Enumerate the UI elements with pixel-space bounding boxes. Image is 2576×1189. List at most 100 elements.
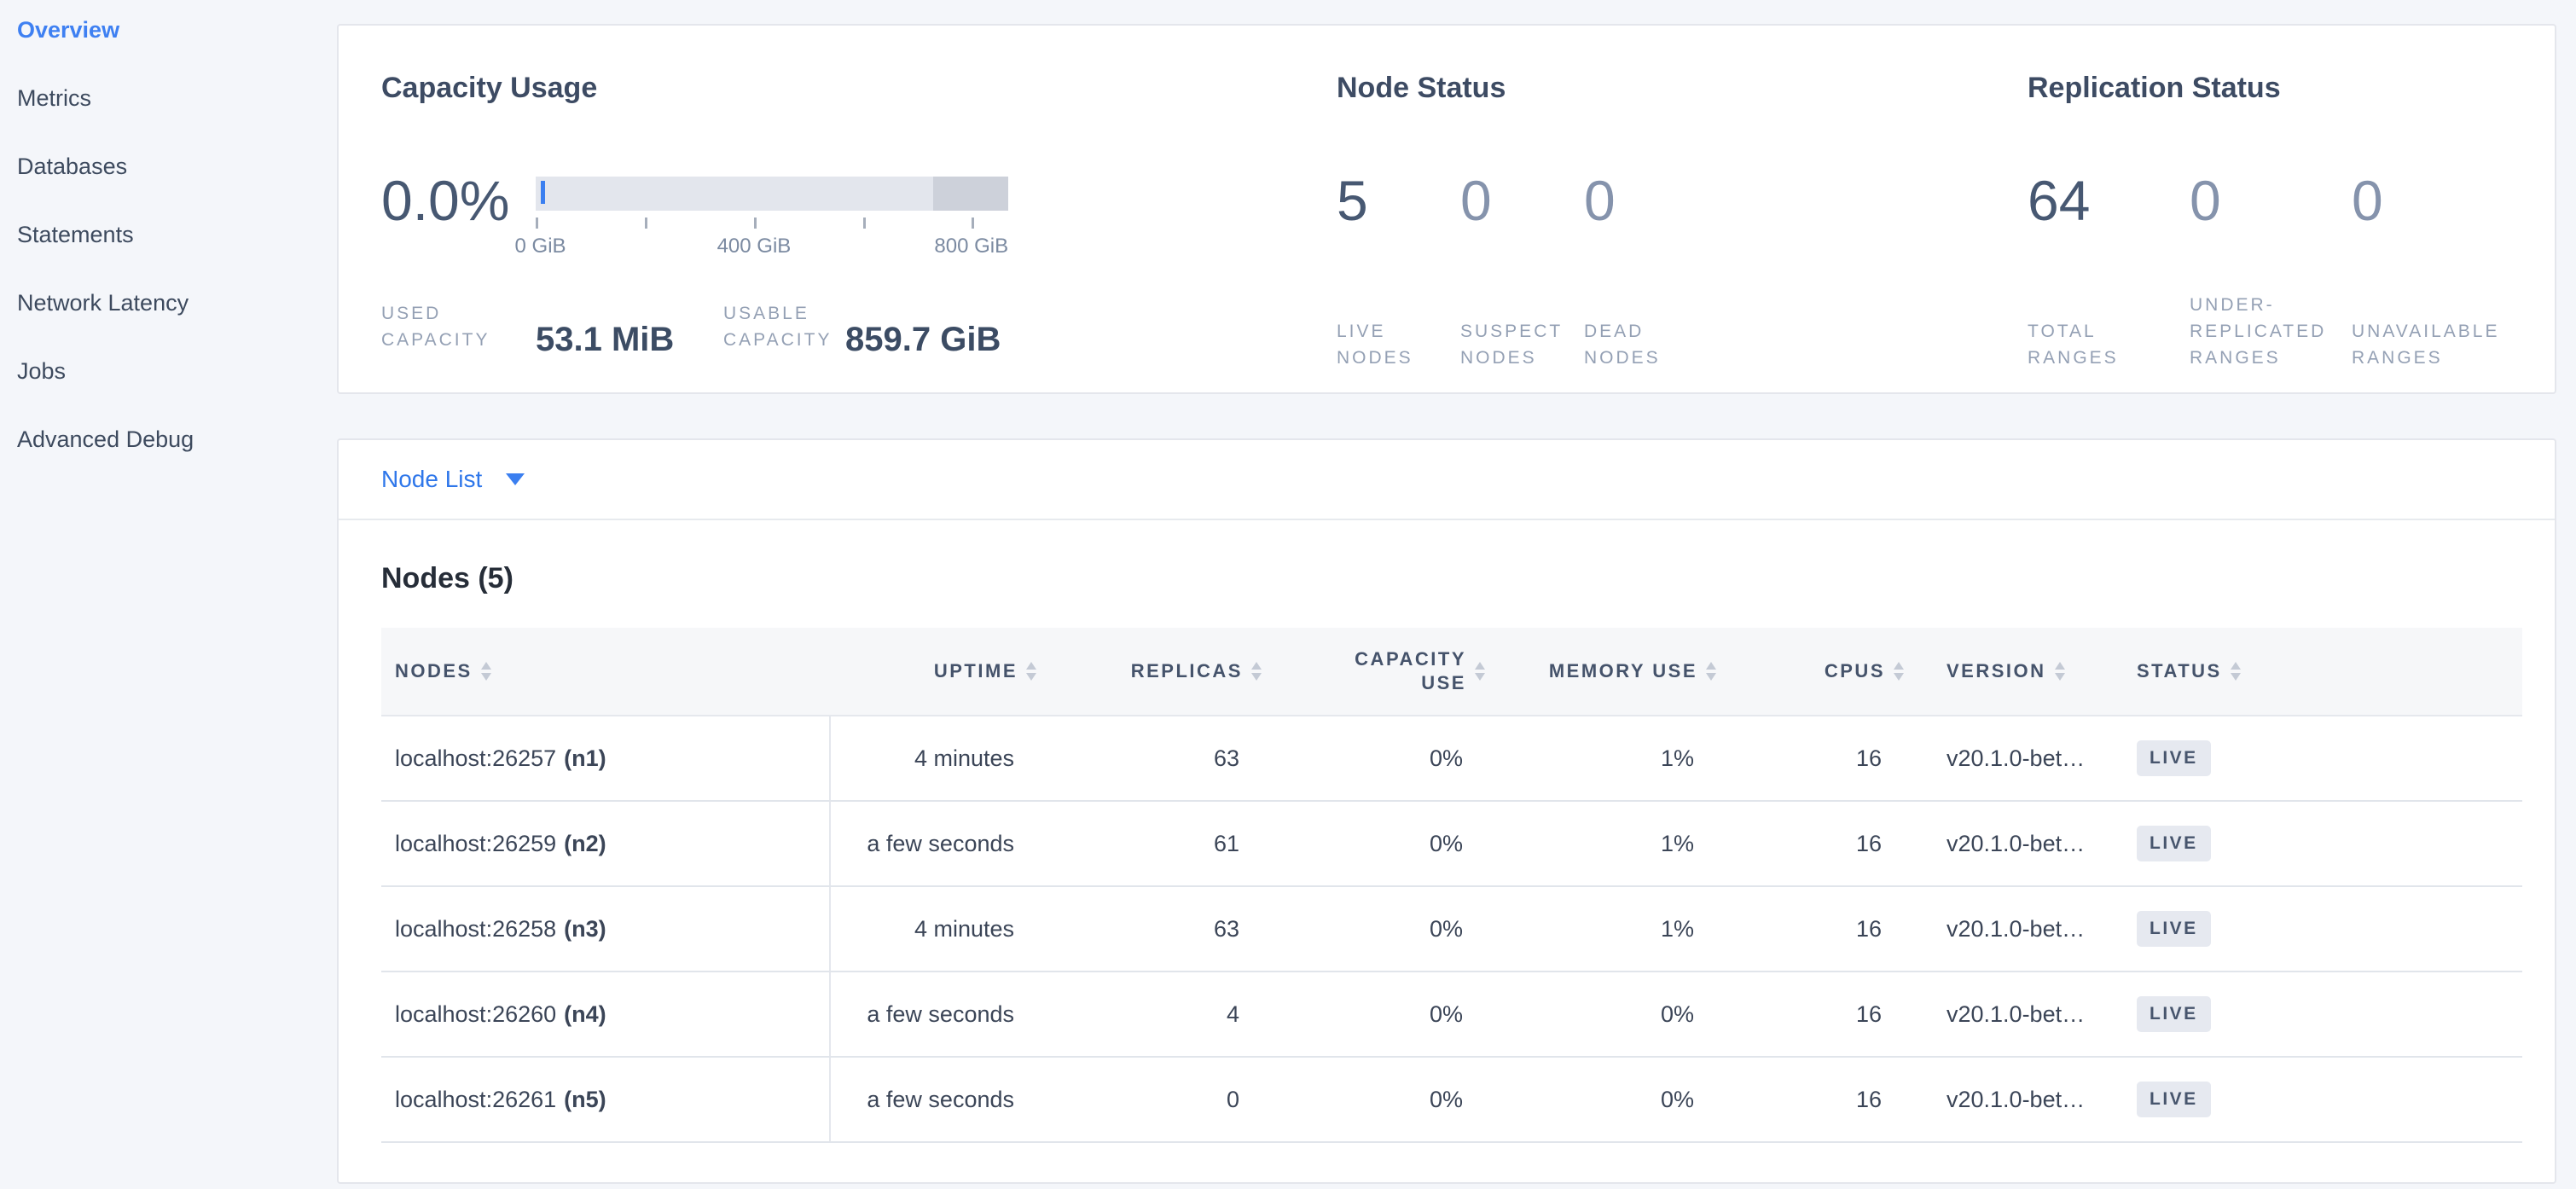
- nodes-table: NODES UPTIME REPLICAS CAPACITY USE MEMORY…: [381, 628, 2522, 1143]
- table-row[interactable]: localhost:26257 (n1) 4 minutes 63 0% 1% 1…: [381, 716, 2522, 802]
- node-name-cell[interactable]: localhost:26261 (n5): [381, 1058, 831, 1141]
- table-row[interactable]: localhost:26260 (n4) a few seconds 4 0% 0…: [381, 972, 2522, 1058]
- sort-icon[interactable]: [1706, 662, 1716, 681]
- replicas-cell: 61: [1213, 830, 1239, 856]
- nodes-heading: Nodes (5): [381, 562, 513, 594]
- status-cell: LIVE: [2098, 972, 2522, 1056]
- sort-icon[interactable]: [1251, 662, 1262, 681]
- node-name-cell[interactable]: localhost:26258 (n3): [381, 887, 831, 971]
- cpus-cell: 16: [1855, 915, 1882, 942]
- under-replicated-ranges-count: 0: [2190, 169, 2221, 232]
- unavailable-ranges-label: UNAVAILABLE RANGES: [2352, 322, 2500, 368]
- total-ranges-label: TOTAL RANGES: [2028, 322, 2119, 368]
- column-header-status[interactable]: STATUS: [2098, 628, 2522, 715]
- dead-nodes-count: 0: [1584, 169, 1616, 232]
- replicas-cell: 63: [1213, 745, 1239, 771]
- version-cell: v20.1.0-bet…: [1947, 915, 2086, 942]
- gauge-tick: [862, 218, 866, 229]
- status-cell: LIVE: [2098, 802, 2522, 885]
- sidebar-item-jobs[interactable]: Jobs: [17, 358, 67, 384]
- sidebar-item-metrics[interactable]: Metrics: [17, 85, 91, 111]
- memory-use-cell: 0%: [1660, 1086, 1694, 1112]
- capacity-use-cell: 0%: [1429, 830, 1463, 856]
- total-ranges-metric: 64 TOTAL RANGES: [2028, 158, 2190, 371]
- gauge-tick: [644, 218, 647, 229]
- chevron-down-icon: [506, 473, 525, 485]
- capacity-usage-title: Capacity Usage: [381, 72, 598, 104]
- suspect-nodes-metric: 0 SUSPECT NODES: [1460, 158, 1584, 371]
- live-nodes-metric: 5 LIVE NODES: [1337, 158, 1460, 371]
- used-capacity-label: USED CAPACITY: [381, 300, 536, 353]
- column-header-capacity-use[interactable]: CAPACITY USE: [1262, 628, 1485, 715]
- sidebar-item-overview[interactable]: Overview: [17, 17, 120, 43]
- memory-use-cell: 1%: [1660, 915, 1694, 942]
- sidebar-item-advanced-debug[interactable]: Advanced Debug: [17, 426, 194, 452]
- nodes-card: Node List Nodes (5) NODES UPTIME REPLICA…: [337, 438, 2556, 1184]
- nodes-table-header: NODES UPTIME REPLICAS CAPACITY USE MEMORY…: [381, 628, 2522, 716]
- gauge-axis-label: 0 GiB: [514, 235, 566, 258]
- memory-use-cell: 1%: [1660, 830, 1694, 856]
- table-row[interactable]: localhost:26261 (n5) a few seconds 0 0% 0…: [381, 1058, 2522, 1143]
- gauge-axis-label: 400 GiB: [717, 235, 792, 258]
- replicas-cell: 0: [1226, 1086, 1239, 1112]
- gauge-tick: [753, 218, 757, 229]
- dead-nodes-label: DEAD NODES: [1584, 322, 1661, 368]
- uptime-cell: 4 minutes: [914, 745, 1014, 771]
- sort-icon[interactable]: [1026, 662, 1036, 681]
- capacity-usage-section: Capacity Usage 0.0% 0 GiB 400 GiB 800 Gi…: [381, 26, 1328, 392]
- table-row[interactable]: localhost:26259 (n2) a few seconds 61 0% …: [381, 802, 2522, 887]
- suspect-nodes-label: SUSPECT NODES: [1460, 322, 1564, 368]
- sidebar-item-databases[interactable]: Databases: [17, 154, 128, 179]
- column-header-replicas[interactable]: REPLICAS: [1036, 628, 1262, 715]
- sort-icon[interactable]: [2054, 662, 2065, 681]
- node-list-dropdown-label[interactable]: Node List: [381, 466, 483, 492]
- version-cell: v20.1.0-bet…: [1947, 745, 2086, 771]
- version-cell: v20.1.0-bet…: [1947, 1086, 2086, 1112]
- table-row[interactable]: localhost:26258 (n3) 4 minutes 63 0% 1% 1…: [381, 887, 2522, 972]
- sort-icon[interactable]: [1475, 662, 1485, 681]
- node-name-cell[interactable]: localhost:26257 (n1): [381, 716, 831, 800]
- column-header-cpus[interactable]: CPUS: [1716, 628, 1904, 715]
- capacity-use-cell: 0%: [1429, 1000, 1463, 1027]
- column-header-uptime[interactable]: UPTIME: [831, 628, 1036, 715]
- status-cell: LIVE: [2098, 887, 2522, 971]
- replicas-cell: 4: [1226, 1000, 1239, 1027]
- column-header-nodes[interactable]: NODES: [381, 628, 831, 715]
- dead-nodes-metric: 0 DEAD NODES: [1584, 158, 1708, 371]
- usable-capacity-label: USABLE CAPACITY: [723, 300, 845, 353]
- sort-icon[interactable]: [480, 662, 491, 681]
- node-status-metrics: 5 LIVE NODES 0 SUSPECT NODES 0 DEAD NODES: [1337, 158, 1708, 371]
- column-header-memory-use[interactable]: MEMORY USE: [1485, 628, 1716, 715]
- capacity-gauge-over-segment: [932, 177, 1008, 211]
- uptime-cell: 4 minutes: [914, 915, 1014, 942]
- node-name-cell[interactable]: localhost:26260 (n4): [381, 972, 831, 1056]
- node-list-dropdown[interactable]: Node List: [339, 440, 2555, 520]
- capacity-used-percent: 0.0%: [381, 169, 510, 232]
- unavailable-ranges-count: 0: [2352, 169, 2383, 232]
- sidebar-item-network-latency[interactable]: Network Latency: [17, 290, 189, 316]
- usable-capacity-value: 859.7 GiB: [845, 321, 1001, 358]
- node-status-section: Node Status 5 LIVE NODES 0 SUSPECT NODES 0…: [1337, 26, 2002, 392]
- capacity-use-cell: 0%: [1429, 745, 1463, 771]
- live-nodes-label: LIVE NODES: [1337, 322, 1413, 368]
- sidebar-item-statements[interactable]: Statements: [17, 222, 134, 247]
- capacity-use-cell: 0%: [1429, 915, 1463, 942]
- suspect-nodes-count: 0: [1460, 169, 1492, 232]
- version-cell: v20.1.0-bet…: [1947, 1000, 2086, 1027]
- live-nodes-count: 5: [1337, 169, 1368, 232]
- uptime-cell: a few seconds: [867, 830, 1014, 856]
- cpus-cell: 16: [1855, 1086, 1882, 1112]
- total-ranges-count: 64: [2028, 169, 2091, 232]
- used-capacity-label-line1: USED: [381, 304, 442, 323]
- cluster-summary-card: Capacity Usage 0.0% 0 GiB 400 GiB 800 Gi…: [337, 24, 2556, 394]
- node-status-title: Node Status: [1337, 72, 1506, 104]
- node-name-cell[interactable]: localhost:26259 (n2): [381, 802, 831, 885]
- replication-status-metrics: 64 TOTAL RANGES 0 UNDER- REPLICATED RANGES …: [2028, 158, 2514, 371]
- status-badge: LIVE: [2137, 911, 2211, 947]
- gauge-tick: [536, 218, 538, 229]
- sort-icon[interactable]: [2230, 662, 2241, 681]
- status-badge: LIVE: [2137, 996, 2211, 1032]
- uptime-cell: a few seconds: [867, 1086, 1014, 1112]
- column-header-version[interactable]: VERSION: [1904, 628, 2098, 715]
- sort-icon[interactable]: [1894, 662, 1904, 681]
